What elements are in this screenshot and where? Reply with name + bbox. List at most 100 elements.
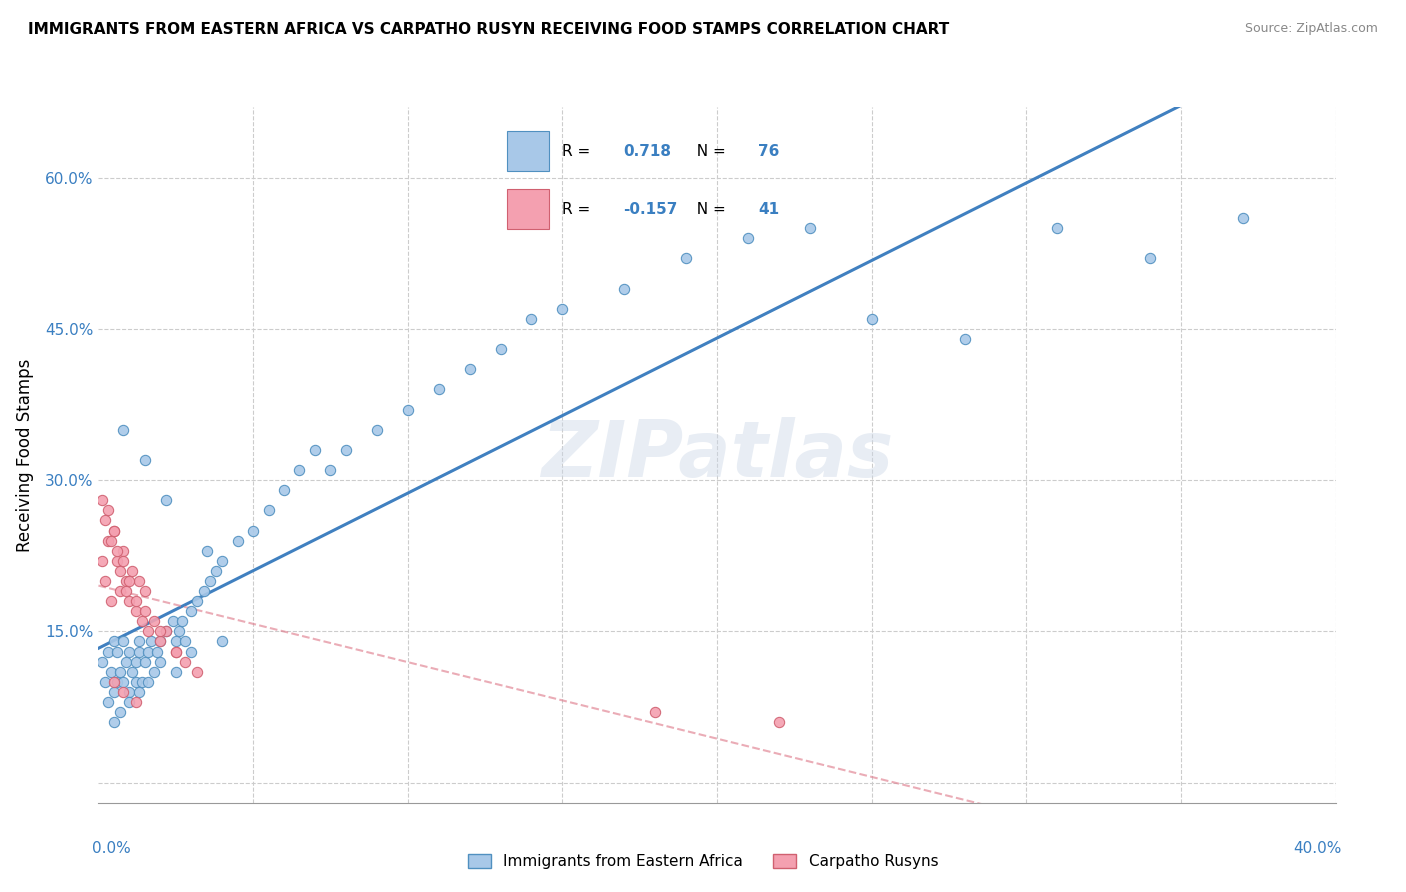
Point <box>90 493 112 508</box>
Point <box>136 674 159 689</box>
Point <box>139 634 162 648</box>
Text: Source: ZipAtlas.com: Source: ZipAtlas.com <box>1244 22 1378 36</box>
Point <box>112 674 135 689</box>
Point <box>155 493 177 508</box>
Point <box>396 402 419 417</box>
Point <box>108 665 131 679</box>
Point <box>1232 211 1254 225</box>
Text: IMMIGRANTS FROM EASTERN AFRICA VS CARPATHO RUSYN RECEIVING FOOD STAMPS CORRELATI: IMMIGRANTS FROM EASTERN AFRICA VS CARPAT… <box>28 22 949 37</box>
Point <box>108 584 131 599</box>
Point <box>186 665 208 679</box>
Point <box>273 483 295 498</box>
Point <box>115 584 138 599</box>
Point <box>103 674 125 689</box>
Point <box>226 533 249 548</box>
Point <box>128 644 150 658</box>
Point <box>105 644 128 658</box>
Point <box>799 221 821 235</box>
Point <box>170 615 193 629</box>
Point <box>103 524 125 538</box>
Point <box>155 624 177 639</box>
Point <box>105 543 128 558</box>
Point <box>93 574 115 588</box>
Point <box>257 503 280 517</box>
Point <box>149 634 172 648</box>
Point <box>768 715 790 730</box>
Point <box>211 554 233 568</box>
Point <box>149 624 172 639</box>
Point <box>90 554 112 568</box>
Point <box>131 615 153 629</box>
Point <box>288 463 311 477</box>
Point <box>136 644 159 658</box>
Point <box>165 644 187 658</box>
Point <box>146 644 169 658</box>
Point <box>124 594 146 608</box>
Point <box>93 513 115 527</box>
Point <box>675 252 697 266</box>
Point <box>108 705 131 719</box>
Point <box>100 594 122 608</box>
Point <box>458 362 481 376</box>
Point <box>108 564 131 578</box>
Text: 40.0%: 40.0% <box>1294 841 1341 856</box>
Point <box>97 533 120 548</box>
Point <box>155 624 177 639</box>
Point <box>118 695 141 709</box>
Point <box>128 574 150 588</box>
Point <box>93 674 115 689</box>
Point <box>134 655 156 669</box>
Point <box>174 655 197 669</box>
Point <box>165 644 187 658</box>
Point <box>520 311 543 326</box>
Point <box>118 685 141 699</box>
Point <box>112 634 135 648</box>
Point <box>737 231 759 245</box>
Text: 0.0%: 0.0% <box>93 841 131 856</box>
Point <box>124 674 146 689</box>
Point <box>100 665 122 679</box>
Point <box>118 574 141 588</box>
Point <box>335 442 357 457</box>
Point <box>149 634 172 648</box>
Point <box>165 665 187 679</box>
Point <box>136 624 159 639</box>
Point <box>97 644 120 658</box>
Point <box>118 594 141 608</box>
Point <box>319 463 342 477</box>
Y-axis label: Receiving Food Stamps: Receiving Food Stamps <box>15 359 34 551</box>
Point <box>112 543 135 558</box>
Point <box>103 524 125 538</box>
Point <box>205 564 228 578</box>
Point <box>242 524 264 538</box>
Point <box>143 665 166 679</box>
Point <box>143 615 166 629</box>
Point <box>103 685 125 699</box>
Point <box>134 584 156 599</box>
Point <box>366 423 388 437</box>
Point <box>613 281 636 295</box>
Point <box>134 604 156 618</box>
Point <box>100 533 122 548</box>
Point <box>1139 252 1161 266</box>
Point <box>180 644 202 658</box>
Text: ZIPatlas: ZIPatlas <box>541 417 893 493</box>
Point <box>953 332 976 346</box>
Point <box>195 543 218 558</box>
Point <box>1046 221 1069 235</box>
Point <box>121 564 143 578</box>
Point <box>97 503 120 517</box>
Point <box>489 342 512 356</box>
Point <box>112 685 135 699</box>
Point <box>128 634 150 648</box>
Point <box>121 665 143 679</box>
Point <box>112 423 135 437</box>
Point <box>860 311 883 326</box>
Point <box>131 674 153 689</box>
Point <box>551 301 574 316</box>
Point <box>165 634 187 648</box>
Point <box>112 554 135 568</box>
Point <box>105 674 128 689</box>
Point <box>193 584 215 599</box>
Point <box>118 644 141 658</box>
